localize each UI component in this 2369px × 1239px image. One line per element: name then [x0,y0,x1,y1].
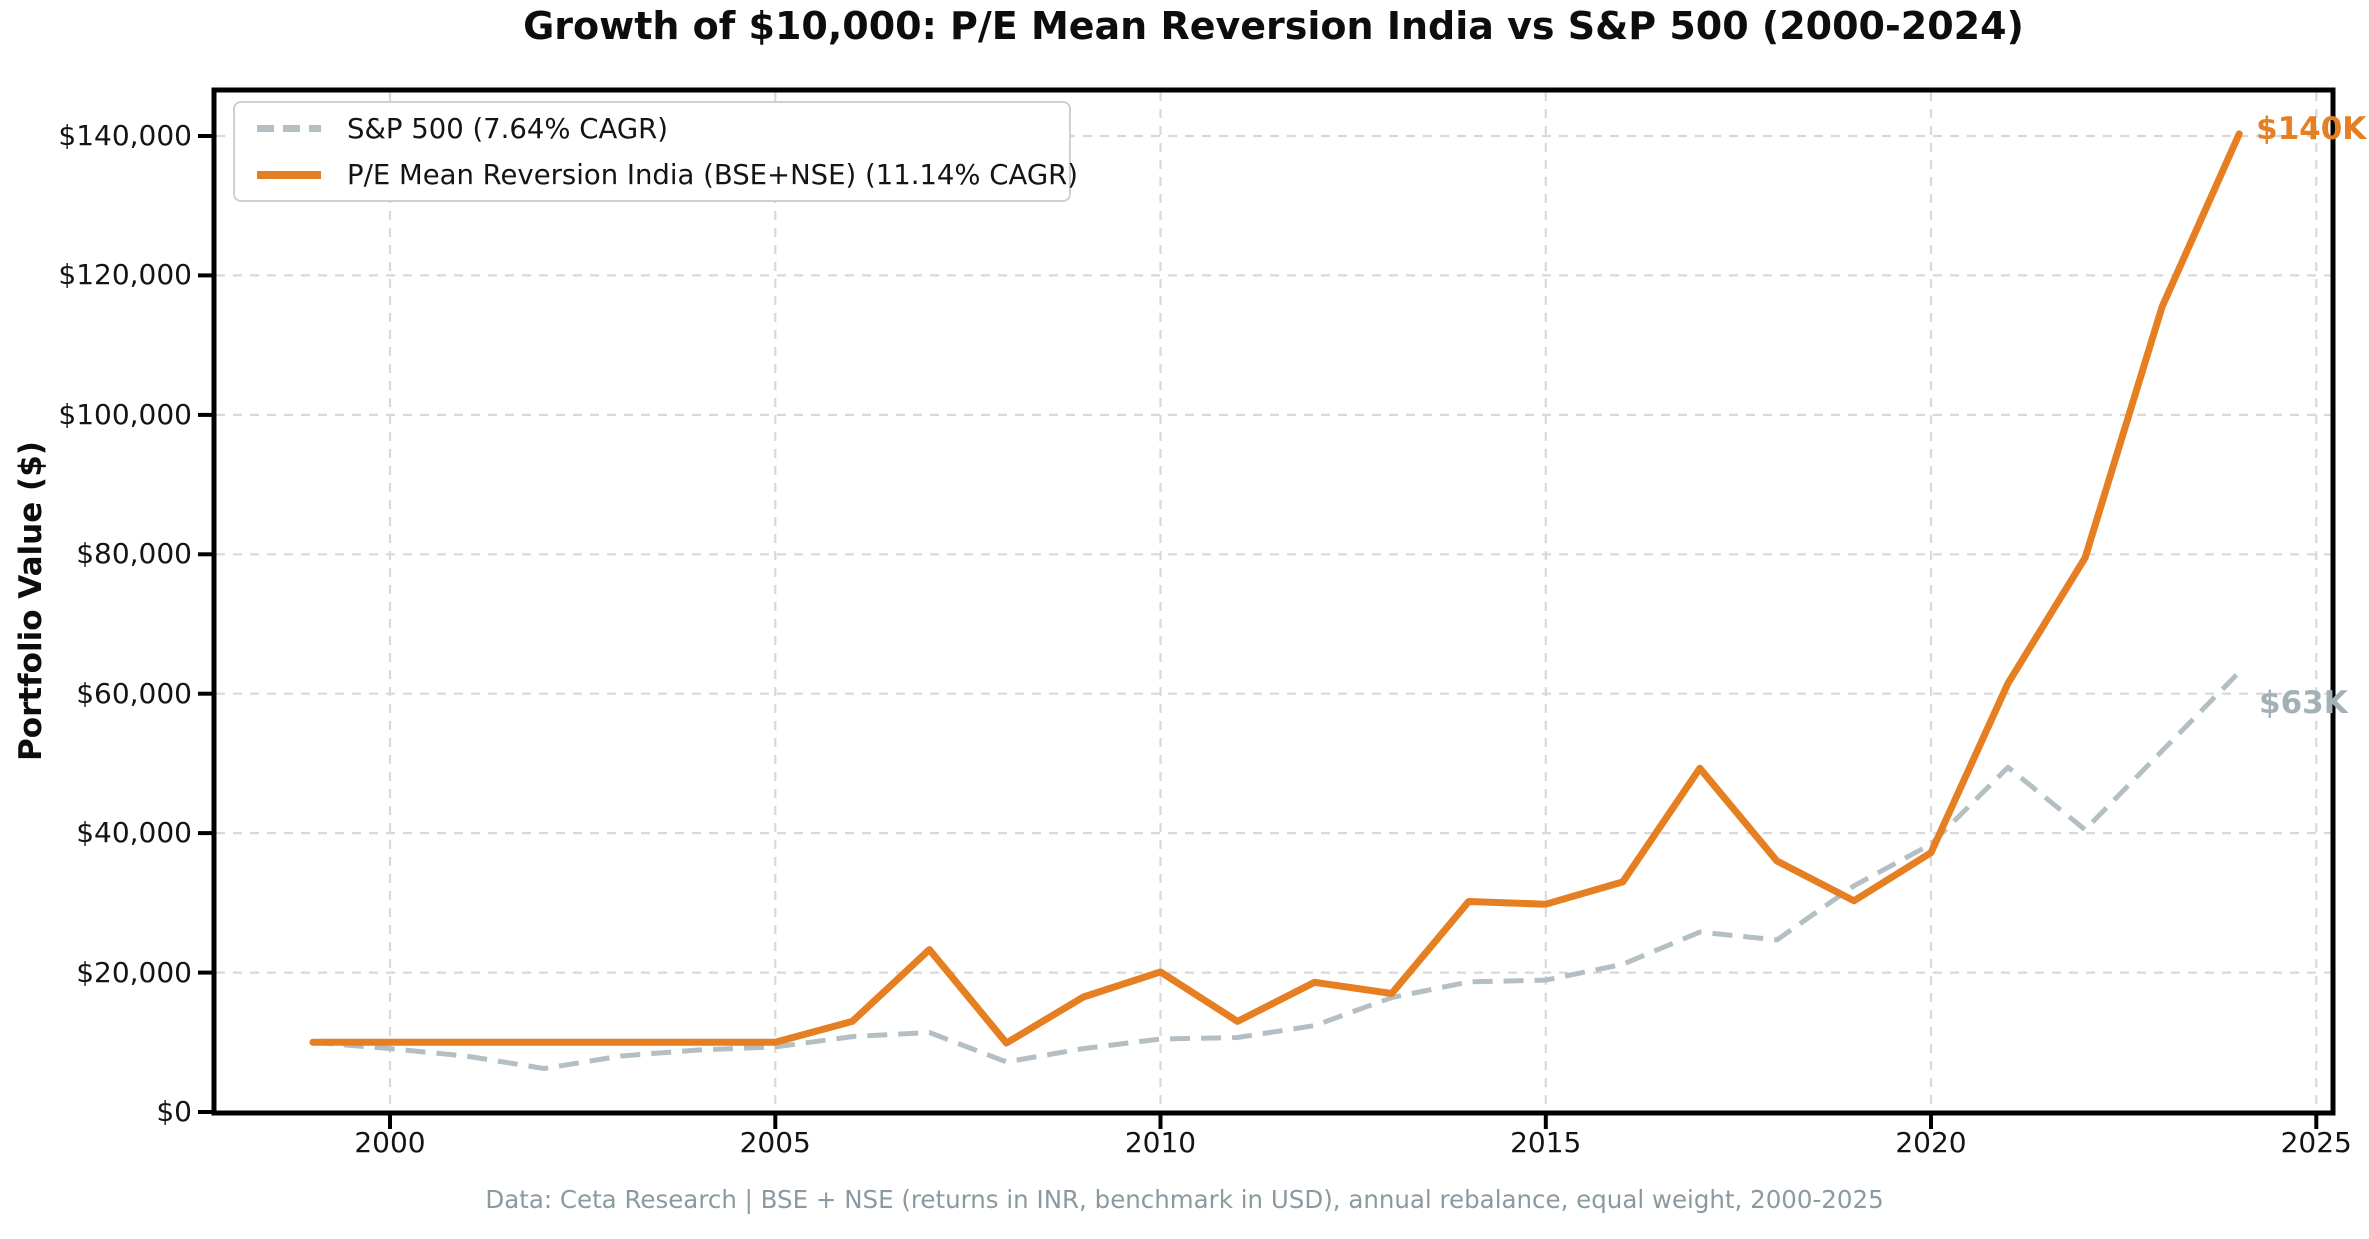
y-tick-label-120000: $120,000 [58,258,192,292]
legend-label-sp500: S&P 500 (7.64% CAGR) [347,112,668,145]
legend-item-india: P/E Mean Reversion India (BSE+NSE) (11.1… [257,156,1078,194]
y-tick-label-0: $0 [156,1095,192,1128]
y-tick-label-80000: $80,000 [76,537,192,571]
series-line-sp500 [312,670,2241,1071]
chart-title: Growth of $10,000: P/E Mean Reversion In… [523,4,2024,48]
x-tick-label-2015: 2015 [1510,1126,1582,1159]
x-tick-label-2025: 2025 [2280,1126,2352,1159]
y-tick-label-100000: $100,000 [58,397,192,431]
legend-label-india: P/E Mean Reversion India (BSE+NSE) (11.1… [347,158,1078,191]
y-tick-label-60000: $60,000 [76,676,192,710]
sp500-dashed-line-swatch [257,125,321,132]
x-tick-label-2010: 2010 [1124,1126,1197,1159]
plot-border [211,87,2336,1116]
india-solid-line-swatch [257,170,321,179]
series-line-india [309,130,2243,1047]
annotation-sp500-final-value: $63K [2259,685,2348,721]
legend: S&P 500 (7.64% CAGR) P/E Mean Reversion … [233,101,1078,202]
y-tick-label-40000: $40,000 [76,816,192,850]
y-tick-label-20000: $20,000 [76,955,192,989]
legend-item-sp500: S&P 500 (7.64% CAGR) [257,110,1069,148]
x-tick-label-2000: 2000 [354,1126,426,1159]
x-tick-label-2020: 2020 [1895,1126,1967,1159]
y-tick-label-140000: $140,000 [58,118,192,152]
source-caption: Data: Ceta Research | BSE + NSE (returns… [485,1185,1884,1214]
x-tick-label-2005: 2005 [739,1126,811,1159]
annotation-india-final-value: $140K [2256,111,2367,147]
